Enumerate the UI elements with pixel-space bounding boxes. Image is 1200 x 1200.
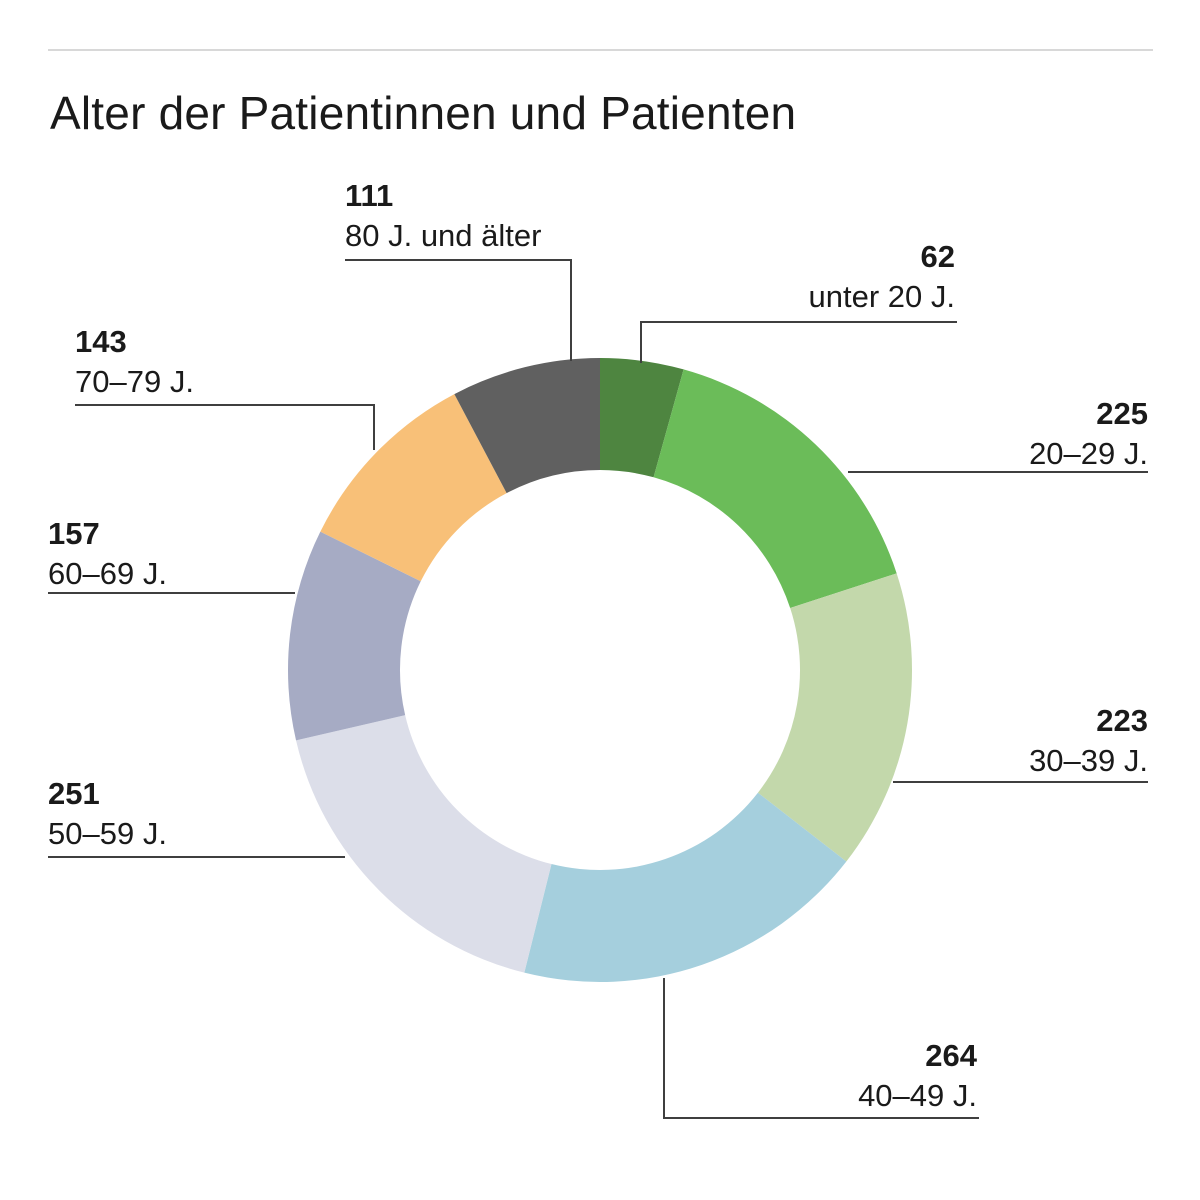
- segment-value-70-79: 143: [75, 324, 127, 359]
- segment-label-30-39: 223 30–39 J.: [1029, 701, 1148, 781]
- segment-category-20-29: 20–29 J.: [1029, 436, 1148, 471]
- segment-category-40-49: 40–49 J.: [858, 1078, 977, 1113]
- segment-category-60-69: 60–69 J.: [48, 556, 167, 591]
- leader-line-30-39: [893, 781, 1148, 783]
- segment-category-unter-20: unter 20 J.: [808, 279, 955, 314]
- leader-line-70-79: [75, 404, 375, 450]
- segment-label-80-plus: 111 80 J. und älter: [345, 176, 541, 256]
- donut-segment-30-39-j: [757, 573, 913, 862]
- segment-label-unter-20: 62 unter 20 J.: [809, 237, 955, 317]
- segment-label-50-59: 251 50–59 J.: [48, 774, 167, 854]
- leader-line-80-plus: [345, 259, 572, 361]
- segment-value-unter-20: 62: [920, 239, 955, 274]
- segment-category-80-plus: 80 J. und älter: [345, 218, 542, 253]
- segment-category-70-79: 70–79 J.: [75, 364, 194, 399]
- segment-value-30-39: 223: [1096, 703, 1148, 738]
- segment-label-70-79: 143 70–79 J.: [75, 322, 194, 402]
- segment-label-20-29: 225 20–29 J.: [1029, 394, 1148, 474]
- donut-segment-60-69-j: [287, 531, 421, 741]
- segment-label-60-69: 157 60–69 J.: [48, 514, 167, 594]
- donut-segment-20-29-j: [653, 369, 897, 609]
- chart-title: Alter der Patientinnen und Patienten: [50, 87, 797, 139]
- top-divider-rule: [48, 49, 1153, 51]
- segment-value-80-plus: 111: [345, 178, 394, 213]
- segment-value-60-69: 157: [48, 516, 100, 551]
- leader-line-40-49: [663, 978, 979, 1119]
- donut-segment-50-59-j: [296, 715, 552, 973]
- segment-value-50-59: 251: [48, 776, 100, 811]
- segment-label-40-49: 264 40–49 J.: [858, 1036, 977, 1116]
- segment-category-50-59: 50–59 J.: [48, 816, 167, 851]
- segment-value-20-29: 225: [1096, 396, 1148, 431]
- leader-line-20-29: [848, 471, 1148, 473]
- donut-segment-70-79-j: [320, 394, 507, 582]
- segment-category-30-39: 30–39 J.: [1029, 743, 1148, 778]
- leader-line-60-69: [48, 592, 295, 594]
- leader-line-50-59: [48, 856, 345, 858]
- donut-segment-80-j-und-aelter: [454, 358, 600, 494]
- leader-line-unter-20: [640, 321, 957, 363]
- segment-value-40-49: 264: [925, 1038, 977, 1073]
- donut-segment-40-49-j: [524, 792, 847, 982]
- donut-segment-unter-20-j: [600, 358, 684, 478]
